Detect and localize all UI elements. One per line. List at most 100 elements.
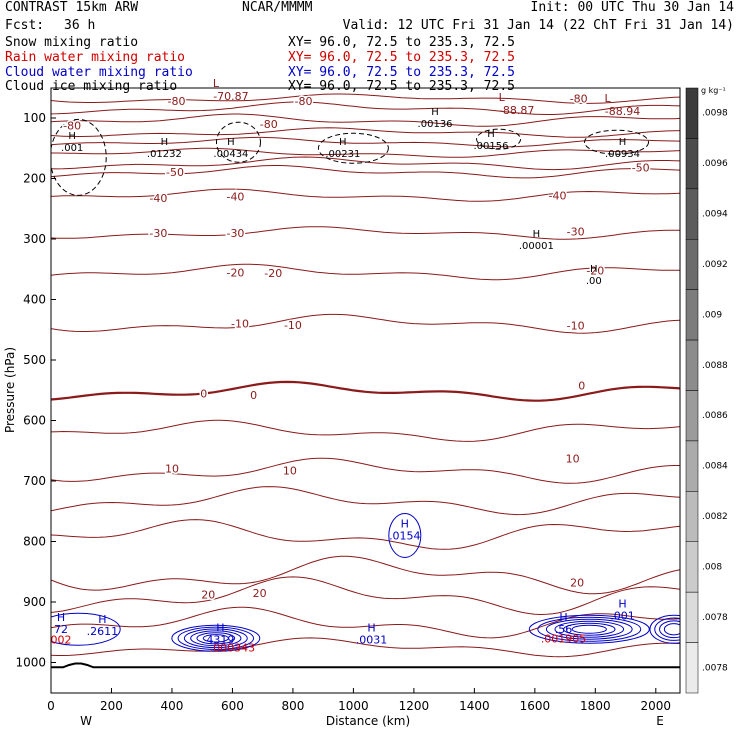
- cloud-water-contour: [196, 632, 236, 645]
- isotherm-label: -40: [226, 191, 244, 204]
- isotherm-line: [51, 519, 680, 550]
- snow-max-marker: H: [339, 137, 347, 148]
- isotherm-label: 0: [200, 387, 207, 400]
- snow-max-marker: H: [161, 137, 169, 148]
- isotherm-label: -10: [567, 320, 585, 333]
- temp-minimum-marker: L: [213, 77, 220, 90]
- isotherm-line: [51, 606, 680, 639]
- cloud-water-contour: [202, 634, 229, 643]
- cloud-water-contour: [190, 630, 242, 647]
- snow-max-value: .00136: [418, 119, 453, 130]
- center-label: NCAR/MMMM: [242, 0, 313, 15]
- cloud-water-max-marker: H: [618, 597, 626, 610]
- isotherm-label: -80: [570, 93, 588, 106]
- snow-max-value: .001: [61, 143, 83, 154]
- isotherm-zero: [51, 380, 680, 402]
- isotherm-line: [51, 156, 680, 171]
- snow-max-value: .00231: [325, 149, 360, 160]
- isotherm-line: [51, 136, 680, 148]
- colorbar-swatch: [685, 188, 699, 240]
- field-cloud-water-xy: XY= 96.0, 72.5 to 235.3, 72.5: [288, 65, 515, 80]
- cloud-water-max-value: 72: [54, 623, 68, 636]
- isotherm-line: [51, 113, 680, 127]
- cloud-water-max-value: .001: [610, 609, 635, 622]
- colorbar-label: .0088: [702, 361, 728, 371]
- cloud-water-contour: [649, 614, 680, 644]
- snow-max-value: .00001: [519, 241, 554, 252]
- west-endpoint: W: [80, 714, 92, 728]
- snow-contour: [476, 128, 522, 150]
- isotherm-label: 20: [253, 587, 267, 600]
- snow-max-marker: H: [68, 131, 76, 142]
- cloud-water-contour: [571, 624, 607, 634]
- isotherm-line: [51, 188, 680, 202]
- cloud-water-contour: [663, 623, 680, 636]
- isotherm-label: -80: [260, 118, 278, 131]
- cloud-water-max-marker: H: [98, 613, 106, 626]
- snow-max-marker: H: [619, 137, 627, 148]
- isotherm-label: 10: [165, 462, 179, 475]
- snow-max-value: .00934: [605, 149, 640, 160]
- x-tick-label: 1400: [459, 699, 490, 713]
- temp-minimum-marker: L: [499, 91, 506, 104]
- field-rain-xy: XY= 96.0, 72.5 to 235.3, 72.5: [288, 50, 515, 65]
- colorbar-swatch: [685, 591, 699, 643]
- isotherm-line: [51, 486, 680, 516]
- colorbar-swatch: [685, 541, 699, 593]
- isotherm-label: -10: [231, 318, 249, 331]
- colorbar-label: .0094: [702, 210, 728, 220]
- x-tick-label: 800: [281, 699, 304, 713]
- cloud-water-contour: [183, 628, 248, 649]
- isotherm-line: [51, 147, 680, 158]
- y-tick-label: 200: [23, 172, 46, 186]
- temp-minimum-value: -88.87: [499, 104, 534, 117]
- snow-max-marker: H: [431, 107, 439, 118]
- isotherm-label: 20: [201, 589, 215, 602]
- isotherm-line: [51, 226, 680, 240]
- y-tick-label: 800: [23, 535, 46, 549]
- cloud-water-contour: [554, 620, 625, 638]
- colorbar-label: .0082: [702, 512, 728, 522]
- cloud-water-contour: [659, 620, 680, 639]
- isotherm-line: [51, 555, 680, 595]
- snow-max-marker: H: [227, 137, 235, 148]
- snow-max-value: .00: [586, 276, 602, 287]
- cloud-water-max-marker: H: [57, 611, 65, 624]
- isotherm-label: -30: [226, 227, 244, 240]
- y-axis-title: Pressure (hPa): [3, 347, 17, 433]
- snow-max-marker: H: [590, 264, 598, 275]
- isotherm-label: 10: [283, 465, 297, 478]
- isotherm-line: [51, 457, 680, 484]
- x-tick-label: 1000: [338, 699, 369, 713]
- cloud-water-contour: [654, 617, 680, 641]
- colorbar-swatch: [685, 289, 699, 341]
- snow-contour: [583, 129, 649, 155]
- snow-contour: [215, 121, 261, 163]
- field-rain-name: Rain water mixing ratio: [5, 50, 186, 65]
- field-snow-xy: XY= 96.0, 72.5 to 235.3, 72.5: [288, 35, 515, 50]
- isotherm-label: -80: [168, 95, 186, 108]
- isotherm-line: [51, 576, 680, 616]
- plot-frame: [50, 87, 681, 694]
- isotherm-label: -10: [284, 319, 302, 332]
- cloud-water-contour: [388, 512, 422, 558]
- isotherm-line: [51, 419, 680, 442]
- x-tick-label: 0: [47, 699, 55, 713]
- init-time: Init: 00 UTC Thu 30 Jan 14: [530, 0, 735, 15]
- snow-contour: [317, 132, 389, 164]
- x-tick-label: 2000: [641, 699, 672, 713]
- colorbar-label: .0078: [702, 613, 728, 623]
- x-tick-label: 1200: [399, 699, 430, 713]
- x-tick-label: 600: [221, 699, 244, 713]
- cloud-water-max-value: 4319: [206, 634, 234, 647]
- isotherm-label: -30: [567, 226, 585, 239]
- cloud-water-contour: [537, 616, 642, 642]
- isotherm-label: -40: [549, 189, 567, 202]
- x-tick-label: 1600: [520, 699, 551, 713]
- colorbar-swatch: [685, 339, 699, 391]
- model-title: CONTRAST 15km ARW: [5, 0, 139, 15]
- forecast-value: 36 h: [64, 18, 96, 33]
- isotherm-label: 0: [250, 389, 257, 402]
- snow-max-value: .01232: [147, 149, 182, 160]
- colorbar-swatch: [685, 87, 699, 139]
